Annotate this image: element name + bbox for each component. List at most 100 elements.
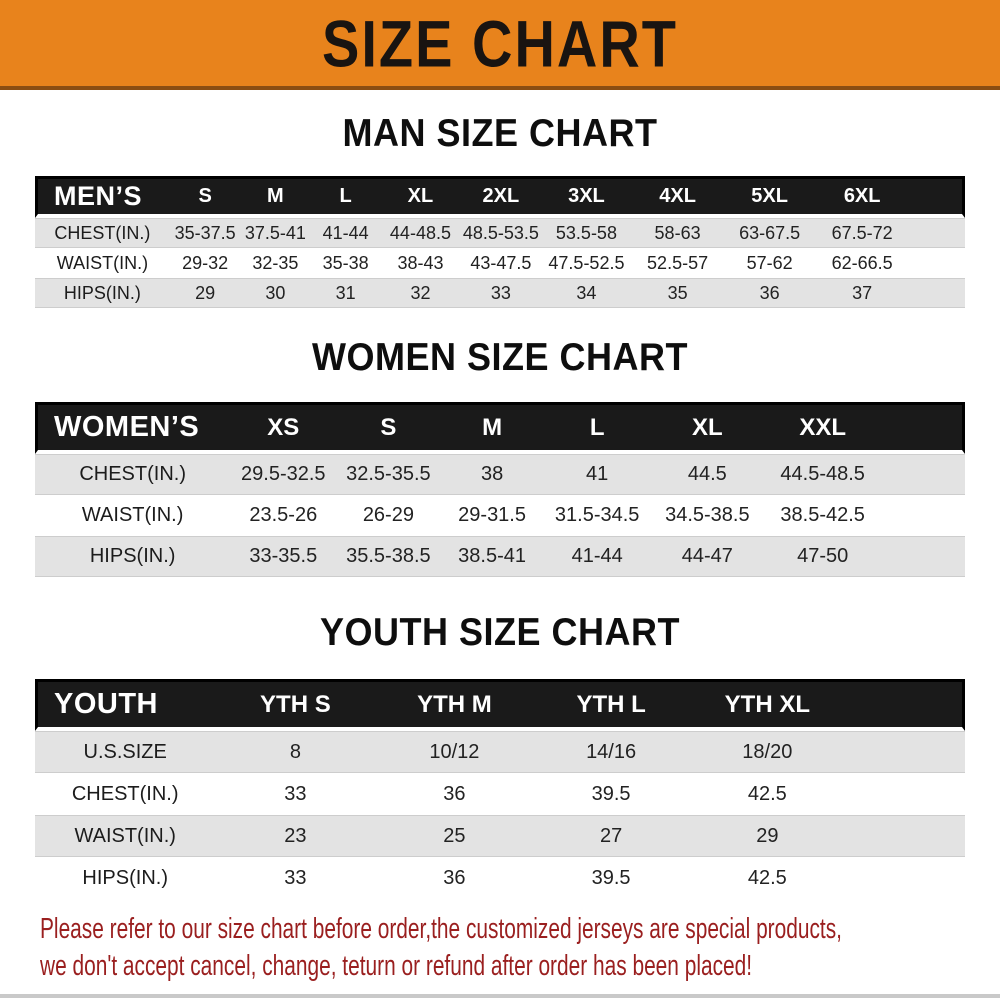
spacer-cell [881, 454, 965, 495]
table-cell: 32 [380, 278, 460, 308]
table-cell: 35 [631, 278, 725, 308]
spacer-cell [909, 218, 965, 248]
youth-section-heading-text: YOUTH SIZE CHART [319, 609, 680, 654]
table-cell: 42.5 [747, 866, 787, 889]
table-cell: 31 [310, 278, 381, 308]
row-label: WAIST(IN.) [35, 815, 216, 857]
table-cell: 38-43 [397, 252, 444, 273]
spacer-cell [846, 857, 965, 899]
column-header: XS [230, 402, 337, 454]
table-cell: 48.5-53.5 [459, 218, 542, 248]
table-cell: 36 [724, 278, 816, 308]
table-cell: 33-35.5 [230, 536, 337, 577]
women-section-heading: WOMEN SIZE CHART [0, 334, 1000, 378]
youth-size-table: YOUTH YTH S YTH M YTH L YTH XL U.S.SIZE … [35, 679, 965, 899]
men-header-row: MEN’S S M L XL 2XL 3XL 4XL 5XL 6XL [35, 176, 965, 218]
table-cell: 47-50 [764, 536, 882, 577]
size-chart-banner: SIZE CHART [0, 0, 1000, 90]
table-cell: 41 [543, 454, 651, 495]
table-cell: 37.5-41 [240, 218, 311, 248]
row-label: HIPS(IN.) [35, 278, 170, 308]
women-waist-row: WAIST(IN.) 23.5-26 26-29 29-31.5 31.5-34… [35, 495, 965, 536]
table-cell: 41-44 [310, 218, 381, 248]
column-header: 2XL [459, 176, 542, 218]
table-cell: 44-47 [650, 536, 765, 577]
column-header: M [440, 402, 544, 454]
row-label: HIPS(IN.) [82, 866, 168, 889]
youth-chest-row: CHEST(IN.) 33 36 39.5 42.5 [35, 773, 965, 815]
table-cell: 67.5-72 [815, 218, 910, 248]
table-cell: 25 [375, 815, 534, 857]
youth-corner-label: YOUTH [35, 679, 216, 731]
row-label: U.S.SIZE [35, 731, 216, 773]
table-cell: 39.5 [591, 782, 631, 805]
spacer-cell [909, 278, 965, 308]
table-cell: 52.5-57 [647, 252, 709, 273]
spacer-cell [909, 248, 965, 278]
table-cell: 38.5-42.5 [780, 504, 865, 526]
table-cell: 23.5-26 [249, 504, 318, 526]
table-cell: 41-44 [543, 536, 651, 577]
table-cell: 37 [815, 278, 910, 308]
disclaimer-line-1: Please refer to our size chart before or… [40, 913, 842, 945]
table-cell: 43-47.5 [470, 252, 532, 273]
table-cell: 32.5-35.5 [336, 454, 441, 495]
spacer-cell [845, 679, 965, 731]
disclaimer: Please refer to our size chart before or… [40, 911, 1000, 985]
column-header: XXL [764, 402, 882, 454]
spacer-cell [845, 815, 965, 857]
column-header: 5XL [724, 176, 816, 218]
column-header: XL [650, 402, 765, 454]
row-label: HIPS(IN.) [35, 536, 231, 577]
table-cell: 33 [284, 782, 307, 805]
spacer-cell [845, 731, 965, 773]
table-cell: 44-48.5 [380, 218, 460, 248]
men-chest-row: CHEST(IN.) 35-37.5 37.5-41 41-44 44-48.5… [35, 218, 965, 248]
disclaimer-line-2: we don't accept cancel, change, teturn o… [40, 950, 753, 982]
table-cell: 23 [215, 815, 376, 857]
column-header: YTH L [533, 679, 689, 731]
row-label: WAIST(IN.) [56, 252, 149, 273]
men-size-table: MEN’S S M L XL 2XL 3XL 4XL 5XL 6XL CHEST… [35, 176, 965, 308]
row-label: CHEST(IN.) [35, 454, 231, 495]
women-corner-label: WOMEN’S [35, 402, 231, 454]
table-cell: 31.5-34.5 [554, 504, 640, 526]
table-cell: 35-37.5 [169, 218, 241, 248]
table-cell: 34 [541, 278, 632, 308]
table-cell: 26-29 [362, 504, 414, 526]
table-cell: 8 [215, 731, 376, 773]
men-waist-row: WAIST(IN.) 29-32 32-35 35-38 38-43 43-47… [35, 248, 965, 278]
women-header-row: WOMEN’S XS S M L XL XXL [35, 402, 965, 454]
table-cell: 36 [443, 782, 466, 805]
column-header: 6XL [815, 176, 910, 218]
row-label: CHEST(IN.) [35, 218, 170, 248]
column-header: L [310, 176, 381, 218]
column-header: XL [380, 176, 460, 218]
table-cell: 38.5-41 [440, 536, 544, 577]
table-cell: 29.5-32.5 [230, 454, 337, 495]
table-cell: 29 [688, 815, 846, 857]
women-size-table: WOMEN’S XS S M L XL XXL CHEST(IN.) 29.5-… [35, 402, 965, 577]
table-cell: 42.5 [747, 782, 787, 805]
column-header: YTH S [215, 679, 376, 731]
column-header: S [336, 402, 441, 454]
table-cell: 34.5-38.5 [665, 504, 750, 526]
youth-hips-row: HIPS(IN.) 33 36 39.5 42.5 [35, 857, 965, 899]
youth-ussize-row: U.S.SIZE 8 10/12 14/16 18/20 [35, 731, 965, 773]
table-cell: 33 [284, 866, 307, 889]
column-header: 4XL [631, 176, 725, 218]
table-cell: 47.5-52.5 [548, 252, 625, 273]
table-cell: 30 [240, 278, 311, 308]
row-label: CHEST(IN.) [71, 782, 179, 805]
youth-waist-row: WAIST(IN.) 23 25 27 29 [35, 815, 965, 857]
column-header: YTH M [375, 679, 534, 731]
man-section-heading: MAN SIZE CHART [0, 110, 1000, 154]
column-header: S [169, 176, 241, 218]
table-cell: 10/12 [375, 731, 534, 773]
column-header: M [240, 176, 311, 218]
men-hips-row: HIPS(IN.) 29 30 31 32 33 34 35 36 37 [35, 278, 965, 308]
table-cell: 63-67.5 [724, 218, 816, 248]
table-cell: 14/16 [533, 731, 689, 773]
table-cell: 44.5-48.5 [764, 454, 882, 495]
spacer-cell [881, 495, 965, 536]
